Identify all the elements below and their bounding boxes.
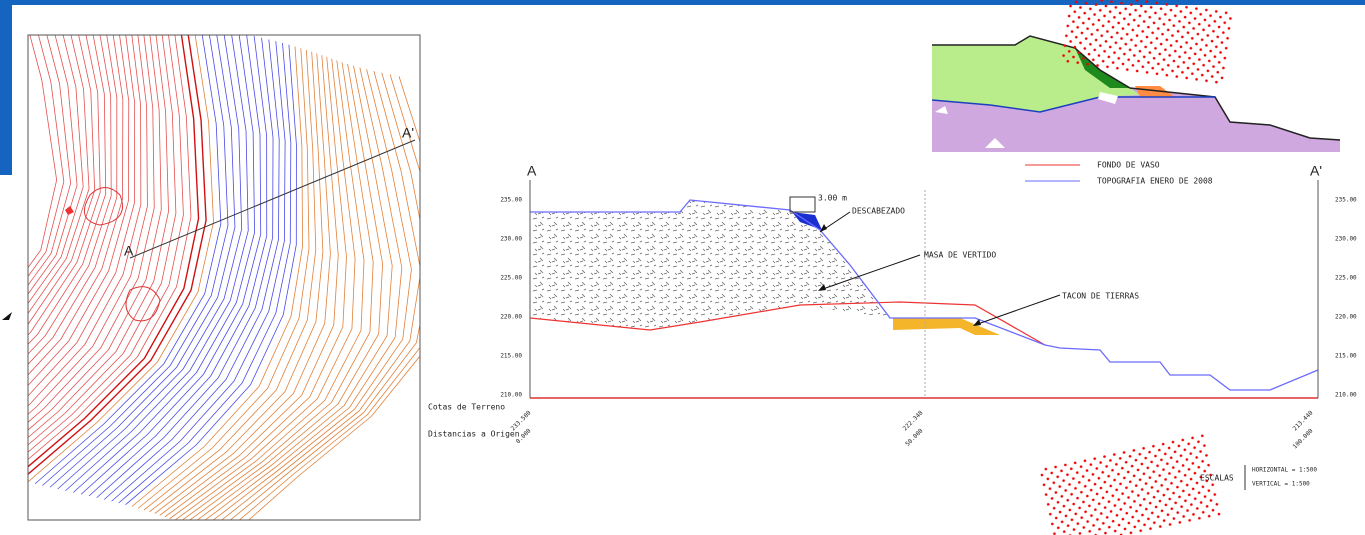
elevation-label: 230.00 (1335, 236, 1357, 243)
contour (0, 0, 89, 449)
station-elevation: 222.348 (902, 409, 925, 432)
elevation-label: 215.00 (500, 353, 522, 360)
contour (0, 5, 141, 465)
station-elevation: 213.440 (1292, 409, 1315, 432)
elevation-label: 230.00 (500, 236, 522, 243)
contour (0, 3, 135, 463)
contour (119, 43, 291, 503)
north-arrow (2, 312, 12, 320)
contour (0, 0, 106, 454)
elevation-label: 225.00 (500, 275, 522, 282)
map-label-a: A (124, 243, 134, 259)
contour (215, 73, 430, 533)
legend-label: FONDO DE VASO (1097, 161, 1160, 170)
elevation-label: 220.00 (500, 314, 522, 321)
station-elevation: 233.500 (510, 409, 533, 432)
elevation-label: 220.00 (1335, 314, 1357, 321)
section-label-a: A (527, 163, 537, 179)
annotation: DESCABEZADO (852, 207, 905, 216)
map-label-a-prime: A' (402, 125, 414, 141)
annotation: TACON DE TIERRAS (1062, 292, 1139, 301)
contour (179, 62, 373, 522)
map-frame (28, 35, 420, 520)
elevation-label: 235.00 (1335, 197, 1357, 204)
scale-label: HORIZONTAL = 1:500 (1252, 467, 1317, 474)
legend-label: TOPOGRAFIA ENERO DE 2008 (1097, 177, 1213, 186)
contour (65, 31, 248, 491)
contours (0, 0, 448, 535)
contour (58, 29, 242, 489)
section (530, 165, 1318, 398)
contour (50, 27, 235, 487)
drawing: A A' A A' FONDO DE VASO TOPOGRAFIA ENERO… (0, 0, 1365, 535)
elevation-label: 210.00 (1335, 392, 1357, 399)
elevation-label: 215.00 (1335, 353, 1357, 360)
scale-label: VERTICAL = 1:500 (1252, 481, 1310, 488)
contour (65, 206, 74, 215)
section-label-a-prime: A' (1310, 163, 1322, 179)
elevation-label: 235.00 (500, 197, 522, 204)
elevation-label: 210.00 (500, 392, 522, 399)
dot-pattern (1039, 433, 1223, 535)
side-bar (0, 0, 12, 175)
annotation: 3.00 m (818, 194, 847, 203)
scale-title: ESCALAS (1200, 474, 1234, 483)
section-line (130, 140, 415, 258)
elevation-label: 225.00 (1335, 275, 1357, 282)
row-label: Cotas de Terreno (428, 403, 505, 412)
annotation: MASA DE VERTIDO (924, 251, 996, 260)
contour (125, 45, 296, 505)
row-label: Distancias a Origen (428, 430, 520, 439)
contour (0, 0, 100, 452)
